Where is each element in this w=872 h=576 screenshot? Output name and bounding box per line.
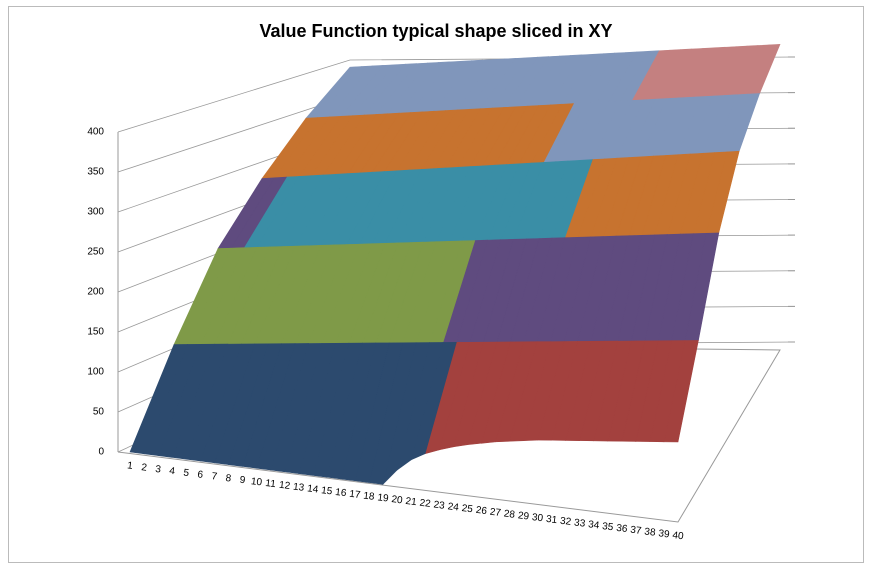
x-tick-label: 38 xyxy=(644,526,657,538)
x-tick-label: 33 xyxy=(573,517,586,529)
x-tick-label: 35 xyxy=(602,521,615,533)
x-tick-label: 22 xyxy=(419,498,432,510)
chart-title: Value Function typical shape sliced in X… xyxy=(259,21,612,41)
x-tick-label: 17 xyxy=(349,489,362,501)
y-tick-label: 0 xyxy=(98,447,104,458)
x-tick-label: 36 xyxy=(616,523,629,535)
y-tick-label: 250 xyxy=(87,247,104,258)
x-tick-label: 5 xyxy=(183,468,190,480)
x-tick-label: 14 xyxy=(306,483,319,495)
x-tick-label: 1 xyxy=(127,460,134,472)
x-tick-label: 12 xyxy=(278,480,291,492)
x-tick-label: 29 xyxy=(517,510,530,522)
x-tick-label: 16 xyxy=(335,487,348,499)
x-tick-label: 32 xyxy=(559,516,572,528)
x-tick-label: 3 xyxy=(155,464,162,476)
x-tick-label: 8 xyxy=(225,473,232,485)
y-tick-label: 300 xyxy=(87,207,104,218)
y-tick-label: 200 xyxy=(87,287,104,298)
y-tick-label: 400 xyxy=(87,127,104,138)
x-tick-label: 2 xyxy=(141,462,148,474)
x-tick-label: 28 xyxy=(503,508,516,520)
x-tick-label: 30 xyxy=(531,512,544,524)
x-tick-label: 20 xyxy=(391,494,404,506)
x-tick-label: 19 xyxy=(377,492,390,504)
x-tick-label: 18 xyxy=(363,491,376,503)
surface-cell xyxy=(129,344,188,455)
x-tick-label: 9 xyxy=(239,475,246,487)
x-tick-label: 39 xyxy=(658,528,671,540)
x-tick-label: 25 xyxy=(461,503,474,515)
x-tick-label: 37 xyxy=(630,525,643,537)
y-tick-label: 100 xyxy=(87,367,104,378)
x-tick-label: 10 xyxy=(250,476,263,488)
x-tick-label: 27 xyxy=(489,507,502,519)
x-tick-label: 31 xyxy=(545,514,558,526)
x-tick-label: 23 xyxy=(433,499,446,511)
x-tick-label: 24 xyxy=(447,501,460,513)
x-tick-label: 40 xyxy=(672,530,685,542)
surface xyxy=(129,44,781,486)
x-tick-label: 34 xyxy=(587,519,600,531)
x-tick-label: 4 xyxy=(169,466,176,478)
y-tick-label: 150 xyxy=(87,327,104,338)
x-tick-label: 21 xyxy=(405,496,418,508)
x-tick-label: 15 xyxy=(321,485,334,497)
x-tick-label: 13 xyxy=(292,482,305,494)
x-tick-label: 26 xyxy=(475,505,488,517)
x-tick-label: 7 xyxy=(211,471,218,483)
y-tick-label: 350 xyxy=(87,167,104,178)
x-tick-label: 11 xyxy=(265,478,277,490)
y-tick-label: 50 xyxy=(93,407,105,418)
x-tick-label: 6 xyxy=(197,469,204,481)
